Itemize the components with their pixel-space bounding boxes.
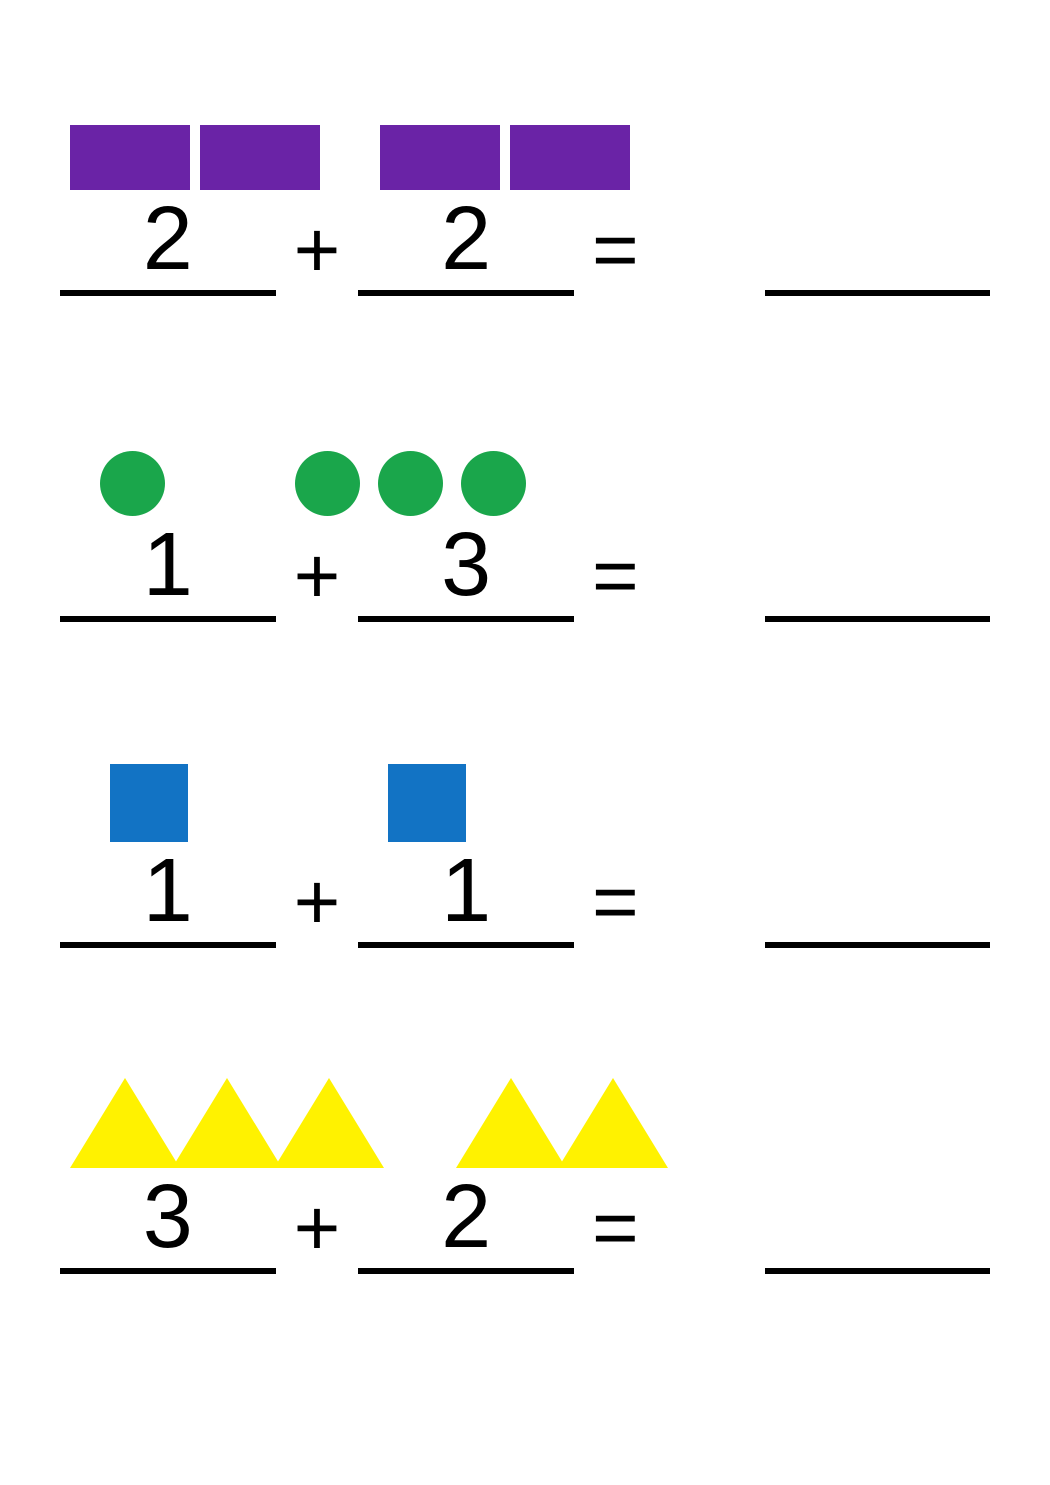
problem-row: 2 + 2 =: [60, 100, 990, 296]
shape-group-left: [110, 764, 188, 842]
rectangle-icon: [70, 125, 190, 190]
equals-operator: =: [574, 1188, 657, 1274]
shape-group-left: [100, 451, 165, 516]
answer-blank[interactable]: [765, 846, 990, 948]
equation-row: 3 + 2 =: [60, 1172, 990, 1274]
plus-operator: +: [276, 1188, 359, 1274]
shape-group-left: [70, 125, 320, 190]
shape-group-right: [295, 451, 526, 516]
addend-left: 1: [60, 846, 276, 948]
square-icon: [388, 764, 466, 842]
answer-blank[interactable]: [765, 194, 990, 296]
shapes-row: [100, 426, 990, 516]
worksheet-page: 2 + 2 = 1 + 3 =: [0, 0, 1050, 1485]
equals-operator: =: [574, 536, 657, 622]
addend-left: 2: [60, 194, 276, 296]
addend-right: 2: [358, 194, 574, 296]
plus-operator: +: [276, 862, 359, 948]
square-icon: [110, 764, 188, 842]
shape-group-right: [380, 125, 630, 190]
answer-blank[interactable]: [765, 520, 990, 622]
problem-row: 3 + 2 =: [60, 1078, 990, 1274]
equation-row: 1 + 1 =: [60, 846, 990, 948]
addend-right: 2: [358, 1172, 574, 1274]
plus-operator: +: [276, 210, 359, 296]
equals-operator: =: [574, 862, 657, 948]
addend-right: 3: [358, 520, 574, 622]
circle-icon: [461, 451, 526, 516]
shapes-row: [70, 100, 990, 190]
shape-group-left: [70, 1078, 376, 1168]
shape-group-right: [388, 764, 466, 842]
equation-row: 1 + 3 =: [60, 520, 990, 622]
triangle-icon: [70, 1078, 180, 1168]
problem-row: 1 + 1 =: [60, 752, 990, 948]
circle-icon: [378, 451, 443, 516]
answer-blank[interactable]: [765, 1172, 990, 1274]
shapes-row: [70, 1078, 990, 1168]
addend-left: 1: [60, 520, 276, 622]
triangle-icon: [274, 1078, 384, 1168]
rectangle-icon: [510, 125, 630, 190]
equation-row: 2 + 2 =: [60, 194, 990, 296]
plus-operator: +: [276, 536, 359, 622]
circle-icon: [295, 451, 360, 516]
circle-icon: [100, 451, 165, 516]
addend-right: 1: [358, 846, 574, 948]
rectangle-icon: [380, 125, 500, 190]
shape-group-right: [456, 1078, 660, 1168]
triangle-icon: [558, 1078, 668, 1168]
addend-left: 3: [60, 1172, 276, 1274]
rectangle-icon: [200, 125, 320, 190]
triangle-icon: [456, 1078, 566, 1168]
problem-row: 1 + 3 =: [60, 426, 990, 622]
triangle-icon: [172, 1078, 282, 1168]
shapes-row: [110, 752, 990, 842]
equals-operator: =: [574, 210, 657, 296]
